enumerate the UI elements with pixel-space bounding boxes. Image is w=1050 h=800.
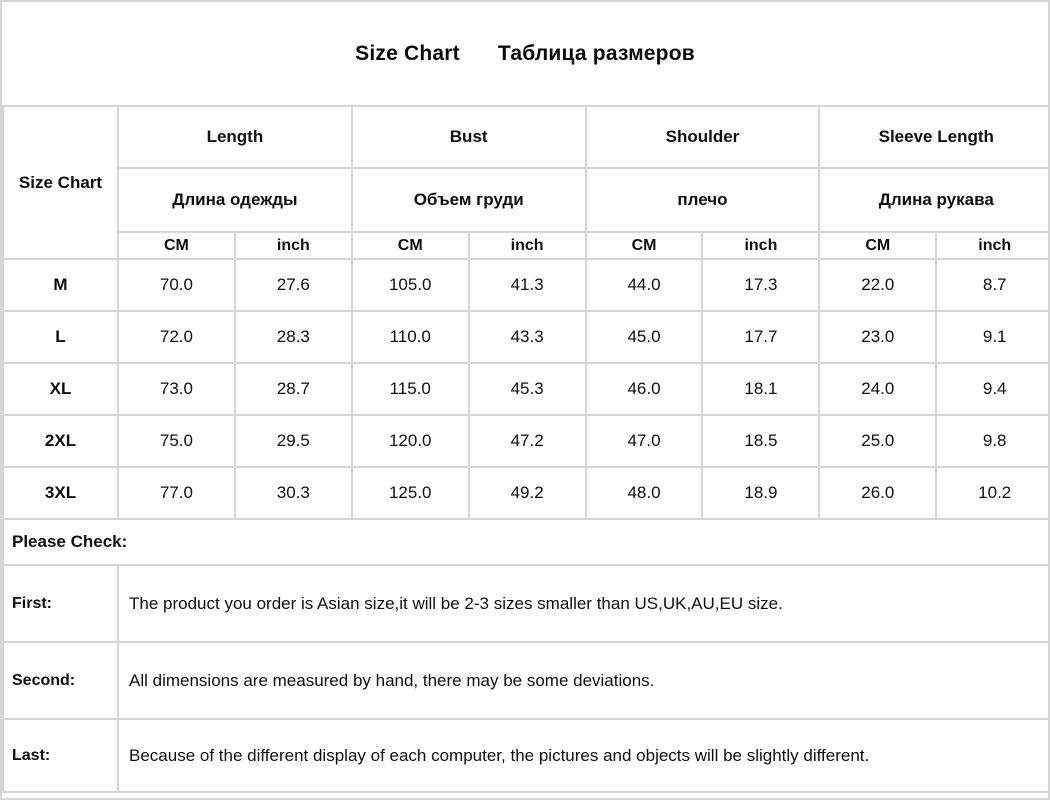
page-title: Size Chart Таблица размеров bbox=[2, 2, 1048, 105]
page-title-ru: Таблица размеров bbox=[497, 41, 695, 65]
size-label: 2XL bbox=[2, 414, 119, 468]
value-cell: 72.0 bbox=[117, 310, 236, 364]
notes-header-row: Please Check: bbox=[2, 518, 1048, 566]
value-cell: 22.0 bbox=[818, 258, 938, 312]
col-header-shoulder-en: Shoulder bbox=[584, 105, 821, 169]
notes-header: Please Check: bbox=[2, 518, 1048, 566]
value-cell: 29.5 bbox=[233, 414, 353, 468]
value-cell: 120.0 bbox=[350, 414, 470, 468]
note-label: First: bbox=[2, 564, 119, 643]
value-cell: 25.0 bbox=[818, 414, 938, 468]
col-header-sleeve-ru: Длина рукава bbox=[818, 167, 1048, 233]
value-cell: 105.0 bbox=[350, 258, 470, 312]
value-cell: 26.0 bbox=[818, 466, 938, 520]
value-cell: 73.0 bbox=[117, 362, 236, 416]
table-row-m: M 70.0 27.6 105.0 41.3 44.0 17.3 22.0 8.… bbox=[2, 258, 1048, 312]
col-header-sleeve-en: Sleeve Length bbox=[818, 105, 1048, 169]
table-row-3xl: 3XL 77.0 30.3 125.0 49.2 48.0 18.9 26.0 … bbox=[2, 466, 1048, 520]
unit-header-inch: inch bbox=[701, 231, 821, 260]
corner-label: Size Chart bbox=[2, 105, 119, 260]
size-chart-table: Size Chart Length Bust Shoulder Sleeve L… bbox=[2, 105, 1048, 793]
note-text: The product you order is Asian size,it w… bbox=[116, 564, 1048, 643]
value-cell: 125.0 bbox=[350, 466, 470, 520]
unit-header-inch: inch bbox=[935, 231, 1048, 260]
size-label: M bbox=[2, 258, 119, 312]
value-cell: 115.0 bbox=[350, 362, 470, 416]
value-cell: 17.3 bbox=[701, 258, 821, 312]
note-row-last: Last: Because of the different display o… bbox=[2, 718, 1048, 793]
value-cell: 46.0 bbox=[584, 362, 704, 416]
value-cell: 70.0 bbox=[117, 258, 236, 312]
value-cell: 8.7 bbox=[935, 258, 1048, 312]
value-cell: 9.8 bbox=[935, 414, 1048, 468]
unit-header-cm: CM bbox=[584, 231, 704, 260]
col-header-bust-en: Bust bbox=[350, 105, 587, 169]
value-cell: 18.5 bbox=[701, 414, 821, 468]
value-cell: 18.1 bbox=[701, 362, 821, 416]
size-label: XL bbox=[2, 362, 119, 416]
value-cell: 45.0 bbox=[584, 310, 704, 364]
value-cell: 10.2 bbox=[935, 466, 1048, 520]
col-header-bust-ru: Объем груди bbox=[350, 167, 587, 233]
value-cell: 47.2 bbox=[467, 414, 587, 468]
table-row-2xl: 2XL 75.0 29.5 120.0 47.2 47.0 18.5 25.0 … bbox=[2, 414, 1048, 468]
value-cell: 17.7 bbox=[701, 310, 821, 364]
note-label: Second: bbox=[2, 641, 119, 720]
value-cell: 27.6 bbox=[233, 258, 353, 312]
unit-header-cm: CM bbox=[117, 231, 236, 260]
value-cell: 28.3 bbox=[233, 310, 353, 364]
table-row-xl: XL 73.0 28.7 115.0 45.3 46.0 18.1 24.0 9… bbox=[2, 362, 1048, 416]
col-header-shoulder-ru: плечо bbox=[584, 167, 821, 233]
value-cell: 44.0 bbox=[584, 258, 704, 312]
value-cell: 23.0 bbox=[818, 310, 938, 364]
note-row-second: Second: All dimensions are measured by h… bbox=[2, 641, 1048, 720]
value-cell: 49.2 bbox=[467, 466, 587, 520]
value-cell: 41.3 bbox=[467, 258, 587, 312]
size-label: 3XL bbox=[2, 466, 119, 520]
note-text: Because of the different display of each… bbox=[116, 718, 1048, 793]
value-cell: 43.3 bbox=[467, 310, 587, 364]
value-cell: 9.4 bbox=[935, 362, 1048, 416]
size-label: L bbox=[2, 310, 119, 364]
note-label: Last: bbox=[2, 718, 119, 793]
value-cell: 9.1 bbox=[935, 310, 1048, 364]
unit-header-inch: inch bbox=[233, 231, 353, 260]
note-text: All dimensions are measured by hand, the… bbox=[116, 641, 1048, 720]
value-cell: 30.3 bbox=[233, 466, 353, 520]
col-header-length-ru: Длина одежды bbox=[117, 167, 353, 233]
table-row-l: L 72.0 28.3 110.0 43.3 45.0 17.7 23.0 9.… bbox=[2, 310, 1048, 364]
value-cell: 110.0 bbox=[350, 310, 470, 364]
value-cell: 47.0 bbox=[584, 414, 704, 468]
value-cell: 28.7 bbox=[233, 362, 353, 416]
value-cell: 45.3 bbox=[467, 362, 587, 416]
value-cell: 77.0 bbox=[117, 466, 236, 520]
unit-header-cm: CM bbox=[818, 231, 938, 260]
value-cell: 75.0 bbox=[117, 414, 236, 468]
page-title-en: Size Chart bbox=[355, 41, 460, 65]
value-cell: 48.0 bbox=[584, 466, 704, 520]
unit-header-cm: CM bbox=[350, 231, 470, 260]
col-header-length-en: Length bbox=[117, 105, 353, 169]
unit-header-inch: inch bbox=[467, 231, 587, 260]
value-cell: 24.0 bbox=[818, 362, 938, 416]
note-row-first: First: The product you order is Asian si… bbox=[2, 564, 1048, 643]
value-cell: 18.9 bbox=[701, 466, 821, 520]
